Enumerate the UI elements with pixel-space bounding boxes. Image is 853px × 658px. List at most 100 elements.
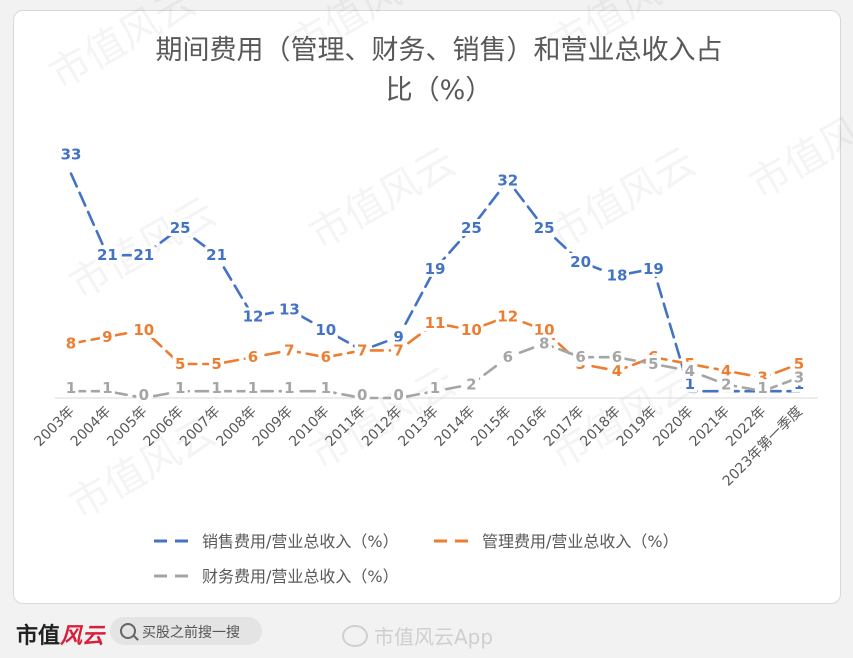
brand-logo-mark: 风云 bbox=[60, 624, 105, 649]
data-label: 7 bbox=[393, 341, 403, 359]
data-label: 1 bbox=[757, 379, 767, 397]
data-label-bg bbox=[645, 355, 661, 372]
data-label: 6 bbox=[248, 348, 258, 366]
data-label: 6 bbox=[612, 348, 622, 366]
watermark-text-9: 市值风云 bbox=[742, 89, 853, 209]
footer-bar: 市值风云 买股之前搜一搜 市值风云App bbox=[0, 602, 853, 658]
data-label-bg bbox=[536, 334, 552, 352]
data-label: 32 bbox=[497, 171, 518, 189]
data-label: 4 bbox=[685, 362, 695, 380]
data-label: 7 bbox=[284, 341, 294, 359]
brand-logo[interactable]: 市值风云 bbox=[16, 618, 104, 650]
data-label: 8 bbox=[66, 335, 76, 353]
data-label: 20 bbox=[570, 253, 591, 271]
data-label: 1 bbox=[66, 379, 76, 397]
data-label-bg bbox=[463, 375, 479, 393]
data-label-bg bbox=[281, 379, 297, 397]
data-label: 12 bbox=[497, 307, 518, 325]
data-label: 0 bbox=[393, 386, 403, 404]
data-label-bg bbox=[241, 307, 265, 325]
data-label-bg bbox=[391, 386, 407, 403]
data-label-bg bbox=[755, 379, 771, 397]
data-label: 9 bbox=[393, 328, 403, 346]
legend-label-3: 财务费用/营业总收入（%） bbox=[202, 567, 399, 586]
data-label-bg bbox=[313, 321, 338, 338]
data-label-bg bbox=[495, 307, 520, 325]
data-label: 5 bbox=[794, 355, 804, 373]
data-label: 11 bbox=[425, 314, 446, 332]
search-placeholder: 买股之前搜一搜 bbox=[142, 625, 240, 641]
data-label-bg bbox=[136, 386, 152, 403]
legend-label-1: 销售费用/营业总收入（%） bbox=[202, 532, 399, 551]
data-label: 2 bbox=[466, 375, 476, 393]
data-label: 1 bbox=[248, 379, 258, 397]
data-label-bg bbox=[281, 341, 297, 359]
data-label-bg bbox=[718, 375, 734, 393]
data-label: 13 bbox=[279, 301, 300, 319]
data-label: 33 bbox=[61, 146, 82, 164]
data-label-bg bbox=[318, 348, 334, 366]
data-label: 1 bbox=[175, 379, 185, 397]
data-label-bg bbox=[423, 314, 447, 332]
data-label-bg bbox=[172, 379, 188, 397]
data-label-bg bbox=[605, 266, 629, 284]
watermark-text-0: 市值风云 bbox=[42, 0, 204, 99]
data-label-bg bbox=[641, 259, 666, 277]
data-label-bg bbox=[718, 361, 734, 379]
data-label-bg bbox=[532, 219, 557, 236]
data-label: 19 bbox=[425, 260, 446, 278]
data-label-bg bbox=[459, 321, 484, 338]
data-label: 4 bbox=[612, 362, 622, 380]
data-label-bg bbox=[391, 341, 407, 359]
data-label-bg bbox=[277, 300, 302, 318]
data-label: 10 bbox=[133, 321, 154, 339]
data-label-bg bbox=[391, 327, 407, 345]
data-label: 10 bbox=[461, 321, 482, 339]
data-label: 9 bbox=[102, 328, 112, 346]
data-label: 5 bbox=[211, 355, 221, 373]
search-box[interactable]: 买股之前搜一搜 bbox=[110, 617, 262, 645]
data-label: 6 bbox=[503, 348, 513, 366]
data-label: 0 bbox=[139, 386, 149, 404]
data-label-bg bbox=[791, 368, 807, 386]
legend-label-2: 管理费用/营业总收入（%） bbox=[482, 532, 679, 551]
data-label-bg bbox=[209, 355, 225, 372]
data-label-bg bbox=[573, 348, 589, 366]
data-label: 5 bbox=[648, 355, 658, 373]
data-label-bg bbox=[568, 253, 593, 270]
data-label: 1 bbox=[284, 379, 294, 397]
data-label: 21 bbox=[206, 246, 227, 264]
data-label-bg bbox=[172, 355, 188, 372]
data-label-bg bbox=[354, 386, 370, 403]
data-label: 10 bbox=[534, 321, 555, 339]
data-label-bg bbox=[682, 361, 698, 379]
data-label-bg bbox=[63, 379, 79, 397]
data-label: 4 bbox=[721, 362, 731, 380]
data-label-bg bbox=[168, 219, 193, 236]
data-label-bg bbox=[131, 321, 156, 338]
data-label-bg bbox=[95, 246, 120, 264]
watermark-text-1: 市值风云 bbox=[282, 0, 444, 69]
data-label-bg bbox=[495, 171, 520, 189]
weibo-handle[interactable]: 市值风云App bbox=[342, 621, 493, 650]
data-label: 21 bbox=[133, 246, 154, 264]
data-label: 25 bbox=[461, 219, 482, 237]
weibo-handle-text: 市值风云App bbox=[374, 625, 494, 649]
data-label: 12 bbox=[243, 307, 264, 325]
watermark-text-2: 市值风云 bbox=[542, 0, 704, 69]
watermark-text-5: 市值风云 bbox=[542, 139, 704, 259]
data-label: 6 bbox=[321, 348, 331, 366]
data-label-bg bbox=[791, 355, 807, 372]
data-label-bg bbox=[209, 379, 225, 397]
chart-card: 期间费用（管理、财务、销售）和营业总收入占 比（%） bbox=[13, 10, 841, 604]
weibo-icon bbox=[342, 625, 368, 647]
data-label-bg bbox=[204, 246, 229, 264]
data-label: 25 bbox=[170, 219, 191, 237]
data-label: 21 bbox=[97, 246, 118, 264]
data-label: 1 bbox=[102, 379, 112, 397]
data-label: 1 bbox=[430, 379, 440, 397]
data-label: 2 bbox=[721, 375, 731, 393]
data-label: 0 bbox=[357, 386, 367, 404]
data-label: 6 bbox=[575, 348, 585, 366]
